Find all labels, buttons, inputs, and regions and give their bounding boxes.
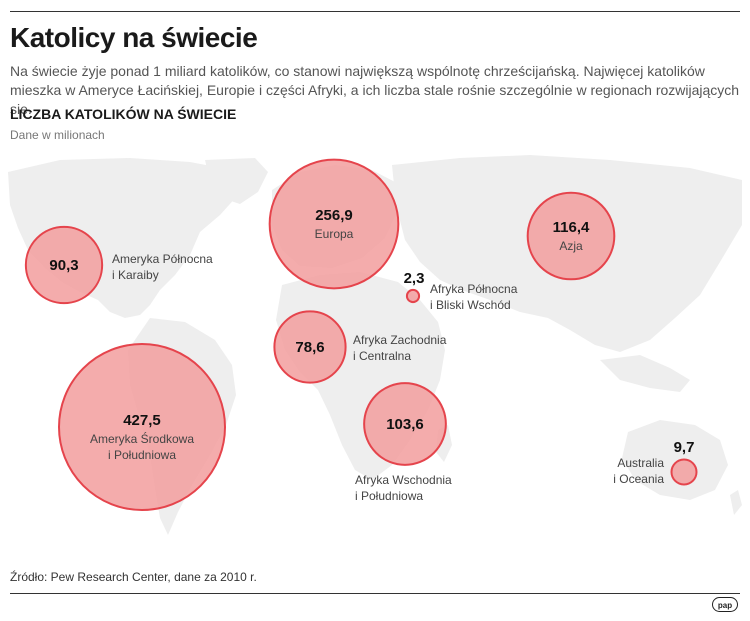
region-label-7-0: Afryka Północna <box>430 282 518 296</box>
region-label-3-0: Afryka Wschodnia <box>355 473 452 487</box>
region-label-5-1: i Centralna <box>353 349 411 363</box>
value-label-1: 256,9 <box>315 207 353 224</box>
value-label-6: 9,7 <box>674 439 695 456</box>
bubble-5 <box>273 310 347 384</box>
bubbles-layer <box>24 158 698 511</box>
region-label-3-1: i Południowa <box>355 489 423 503</box>
bubble-7 <box>405 288 421 304</box>
bottom-rule <box>10 593 740 594</box>
bubble-2 <box>526 191 616 281</box>
value-label-5: 78,6 <box>295 339 324 356</box>
bubble-1 <box>268 158 400 290</box>
region-label-2-0: Azja <box>559 239 583 253</box>
value-label-2: 116,4 <box>553 219 590 236</box>
top-rule <box>10 11 740 12</box>
region-label-7-1: i Bliski Wschód <box>430 298 511 312</box>
chart-units: Dane w milionach <box>10 128 105 142</box>
map-new-zealand <box>730 490 742 515</box>
value-label-7: 2,3 <box>404 270 425 287</box>
region-label-5-0: Afryka Zachodnia <box>353 333 447 347</box>
bubble-0 <box>58 343 226 511</box>
value-label-0: 427,5 <box>123 412 161 429</box>
pap-logo: pap <box>712 597 738 612</box>
region-label-4-1: i Karaiby <box>112 268 159 282</box>
region-label-4-0: Ameryka Północna <box>112 252 213 266</box>
page-title: Katolicy na świecie <box>10 22 258 53</box>
source-note: Źródło: Pew Research Center, dane za 201… <box>10 570 257 584</box>
map-australia <box>622 420 728 500</box>
map-greenland <box>205 158 268 204</box>
region-label-1-0: Europa <box>315 227 354 241</box>
value-label-4: 90,3 <box>49 257 78 274</box>
bubble-4 <box>24 225 104 305</box>
bubble-3 <box>363 382 447 466</box>
value-label-3: 103,6 <box>386 416 424 433</box>
chart-title: LICZBA KATOLIKÓW NA ŚWIECIE <box>10 106 237 122</box>
page-subtitle: Na świecie żyje ponad 1 miliard katolikó… <box>10 63 740 117</box>
labels-layer: 427,5 Ameryka Środkowa i Południowa 256,9 Eu… <box>49 207 694 503</box>
region-label-6-0: Australia <box>617 456 664 470</box>
bubble-6 <box>670 458 698 486</box>
region-label-0-1: i Południowa <box>108 448 176 462</box>
map-southeast-asia <box>600 355 690 392</box>
region-label-6-1: i Oceania <box>613 472 664 486</box>
region-label-0-0: Ameryka Środkowa <box>90 431 194 446</box>
